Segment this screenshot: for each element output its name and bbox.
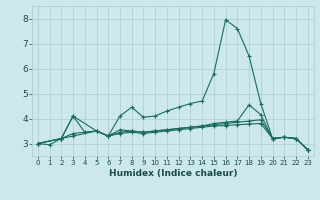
X-axis label: Humidex (Indice chaleur): Humidex (Indice chaleur) <box>108 169 237 178</box>
